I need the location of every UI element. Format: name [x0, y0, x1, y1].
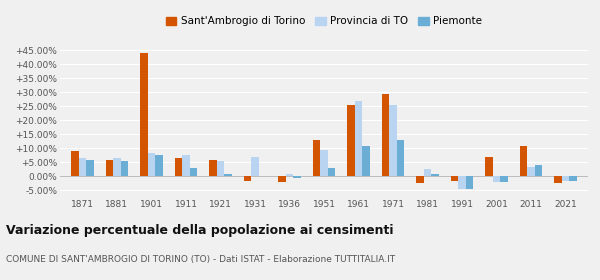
- Bar: [190, 168, 197, 176]
- Bar: [527, 167, 535, 176]
- Bar: [347, 105, 355, 176]
- Bar: [451, 176, 458, 181]
- Bar: [466, 176, 473, 189]
- Legend: Sant'Ambrogio di Torino, Provincia di TO, Piemonte: Sant'Ambrogio di Torino, Provincia di TO…: [162, 12, 486, 31]
- Bar: [209, 160, 217, 176]
- Bar: [148, 153, 155, 176]
- Bar: [485, 157, 493, 176]
- Bar: [328, 168, 335, 176]
- Bar: [362, 146, 370, 176]
- Bar: [493, 176, 500, 182]
- Bar: [382, 94, 389, 176]
- Text: COMUNE DI SANT'AMBROGIO DI TORINO (TO) - Dati ISTAT - Elaborazione TUTTITALIA.IT: COMUNE DI SANT'AMBROGIO DI TORINO (TO) -…: [6, 255, 395, 264]
- Bar: [113, 158, 121, 176]
- Bar: [397, 140, 404, 176]
- Bar: [217, 161, 224, 176]
- Bar: [71, 151, 79, 176]
- Bar: [224, 174, 232, 176]
- Bar: [554, 176, 562, 183]
- Bar: [106, 160, 113, 176]
- Bar: [431, 174, 439, 176]
- Bar: [535, 165, 542, 176]
- Bar: [244, 176, 251, 181]
- Bar: [293, 176, 301, 178]
- Bar: [86, 160, 94, 176]
- Bar: [424, 169, 431, 176]
- Bar: [458, 176, 466, 189]
- Bar: [520, 146, 527, 176]
- Bar: [500, 176, 508, 182]
- Bar: [320, 150, 328, 176]
- Bar: [389, 105, 397, 176]
- Bar: [355, 101, 362, 176]
- Bar: [155, 155, 163, 176]
- Bar: [79, 158, 86, 176]
- Bar: [313, 140, 320, 176]
- Bar: [416, 176, 424, 183]
- Bar: [182, 155, 190, 176]
- Bar: [140, 53, 148, 176]
- Text: Variazione percentuale della popolazione ai censimenti: Variazione percentuale della popolazione…: [6, 224, 394, 237]
- Bar: [175, 158, 182, 176]
- Bar: [286, 174, 293, 176]
- Bar: [251, 157, 259, 176]
- Bar: [562, 176, 569, 181]
- Bar: [278, 176, 286, 182]
- Bar: [121, 161, 128, 176]
- Bar: [569, 176, 577, 181]
